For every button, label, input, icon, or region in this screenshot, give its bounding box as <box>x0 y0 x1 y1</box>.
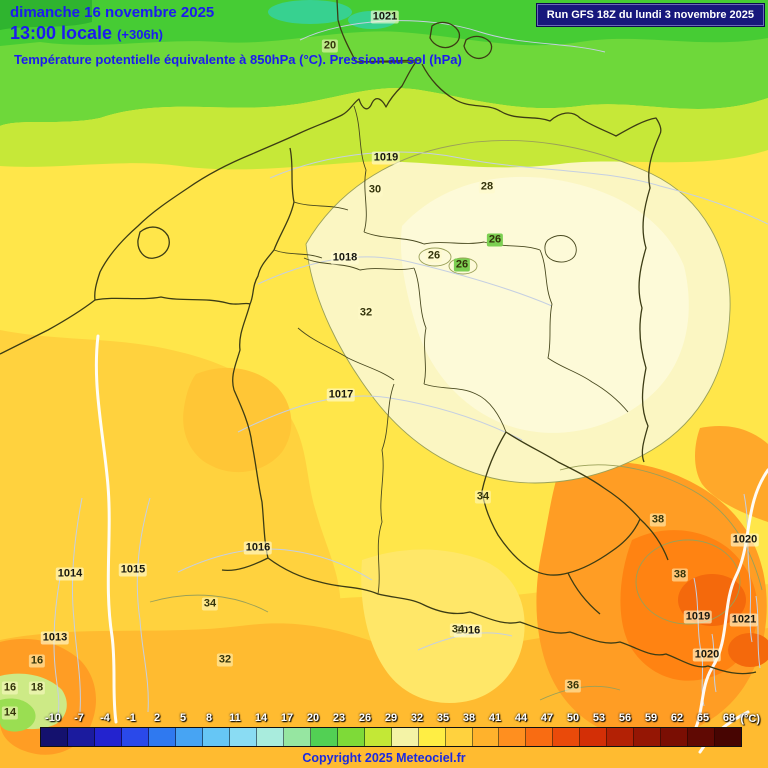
forecast-time-value: 13:00 locale <box>10 22 113 43</box>
forecast-offset: (+306h) <box>117 26 163 42</box>
colorbar-cell <box>391 728 419 746</box>
colorbar-value: 20 <box>306 712 320 724</box>
colorbar-value: 68 <box>722 712 736 724</box>
forecast-time: 13:00 locale (+306h) <box>10 23 462 45</box>
colorbar-cell <box>337 728 365 746</box>
colorbar-cells <box>40 727 742 747</box>
colorbar-cell <box>688 728 716 746</box>
colorbar-cell <box>41 728 68 746</box>
country-borders <box>0 0 757 675</box>
colorbar-value: 65 <box>696 712 710 724</box>
colorbar-cell <box>472 728 500 746</box>
colorbar-cell <box>364 728 392 746</box>
colorbar-value: 62 <box>670 712 684 724</box>
colorbar-cell <box>715 728 742 746</box>
colorbar-value: 17 <box>280 712 294 724</box>
colorbar-value: 8 <box>205 712 213 724</box>
colorbar-cell <box>94 728 122 746</box>
colorbar-value: 53 <box>592 712 606 724</box>
temperature-contours <box>149 140 763 701</box>
colorbar-value: 59 <box>644 712 658 724</box>
colorbar-value: 23 <box>332 712 346 724</box>
colorbar-value: 56 <box>618 712 632 724</box>
colorbar-cell <box>499 728 527 746</box>
colorbar-cell <box>661 728 689 746</box>
colorbar-cell <box>256 728 284 746</box>
colorbar-value: 26 <box>358 712 372 724</box>
colorbar-value: -10 <box>45 712 61 724</box>
isobars <box>53 20 768 715</box>
colorbar-value: 50 <box>566 712 580 724</box>
colorbar-cell <box>202 728 230 746</box>
colorbar-cell <box>418 728 446 746</box>
colorbar-cell <box>175 728 203 746</box>
colorbar-cell <box>526 728 554 746</box>
run-info-badge: Run GFS 18Z du lundi 3 novembre 2025 <box>535 3 765 27</box>
colorbar-value: -7 <box>74 712 84 724</box>
colorbar-cell <box>229 728 257 746</box>
colorbar-cell <box>310 728 338 746</box>
colorbar-cell <box>67 728 95 746</box>
colorbar-value: 29 <box>384 712 398 724</box>
unit-label: (°C) <box>740 713 760 725</box>
colorbar-cell <box>607 728 635 746</box>
colorbar-cell <box>148 728 176 746</box>
colorbar-values: -10 -7 -4 -1 2 5 8 11 14 17 20 23 26 29 32 35 38 41 44 47 50… <box>40 711 742 725</box>
colorbar-value: 41 <box>488 712 502 724</box>
copyright: Copyright 2025 Meteociel.fr <box>302 751 466 765</box>
map-subtitle: Température potentielle équivalente à 85… <box>14 52 462 68</box>
forecast-date: dimanche 16 novembre 2025 <box>10 4 215 21</box>
colorbar-value: 11 <box>229 712 241 724</box>
colorbar-value: 38 <box>462 712 476 724</box>
colorbar-cell <box>445 728 473 746</box>
colorbar-cell <box>553 728 581 746</box>
colorbar-value: 44 <box>514 712 528 724</box>
colorbar-value: 35 <box>436 712 450 724</box>
colorbar-value: -1 <box>126 712 136 724</box>
region-borders <box>273 105 629 595</box>
colorbar-cell <box>283 728 311 746</box>
colorbar-cell <box>580 728 608 746</box>
map-header: dimanche 16 novembre 2025 13:00 locale (… <box>10 4 462 67</box>
colorbar-value: 2 <box>153 712 161 724</box>
colorbar-cell <box>634 728 662 746</box>
colorbar-value: -4 <box>100 712 110 724</box>
colorbar-value: 32 <box>410 712 424 724</box>
colorbar-cell <box>121 728 149 746</box>
colorbar-value: 14 <box>254 712 268 724</box>
colorbar-value: 47 <box>540 712 554 724</box>
colorbar-value: 5 <box>179 712 187 724</box>
